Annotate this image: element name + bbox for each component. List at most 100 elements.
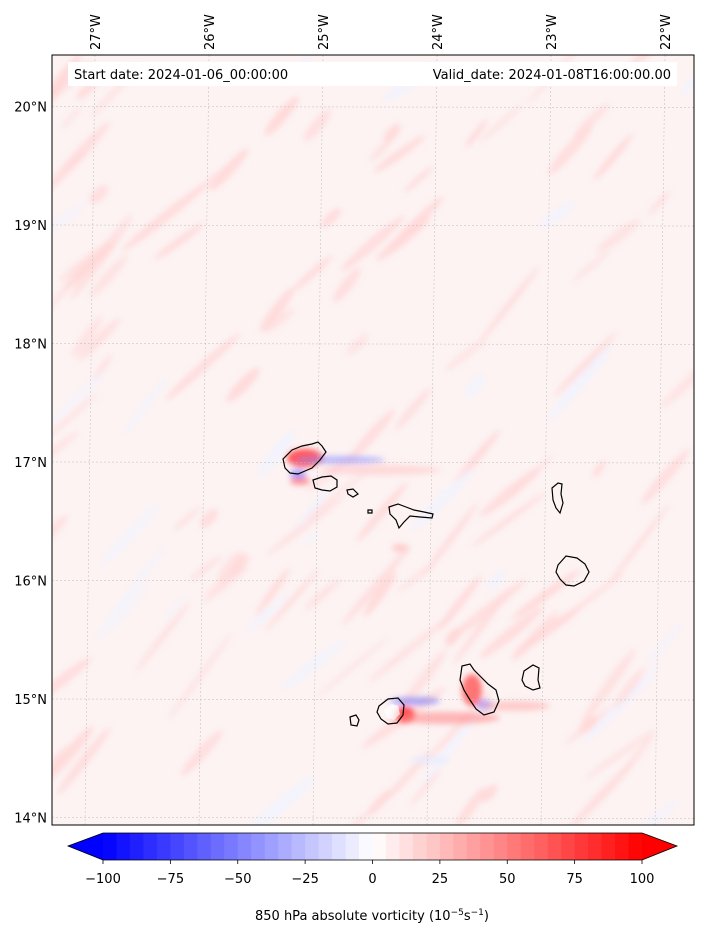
vorticity-streak: [581, 667, 659, 745]
vorticity-streak: [56, 727, 111, 796]
colorbar-cell: [170, 833, 185, 860]
vorticity-streak: [346, 334, 369, 355]
vorticity-streak: [121, 185, 205, 252]
colorbar-cell: [318, 833, 333, 860]
gridline-lat-6: [52, 817, 694, 819]
colorbar-cell: [574, 833, 589, 860]
lat-label-2: 18°N: [14, 338, 47, 353]
colorbar-tick-label: −25: [291, 872, 318, 887]
vorticity-streak: [52, 725, 94, 790]
vorticity-streak: [630, 55, 657, 66]
island-sal: [551, 482, 564, 515]
vorticity-streak: [479, 104, 523, 143]
colorbar-title-main: 850 hPa absolute vorticity (10: [255, 909, 451, 924]
vorticity-streak: [645, 621, 684, 667]
colorbar-tick-label: 75: [566, 872, 583, 887]
wake-pink-santiago: [480, 701, 550, 711]
gridlines: [52, 55, 694, 825]
vorticity-streak: [573, 251, 610, 282]
colorbar-tick-label: −50: [224, 872, 251, 887]
vorticity-streak: [397, 564, 433, 593]
vorticity-streak: [368, 615, 451, 682]
colorbar-cell: [412, 833, 427, 860]
start-date-text: Start date: 2024-01-06_00:00:00: [74, 68, 288, 83]
vorticity-streak: [304, 579, 340, 610]
colorbar-title-end: ): [484, 909, 489, 924]
vorticity-streak: [200, 509, 218, 528]
vorticity-streak: [52, 370, 107, 427]
vorticity-streak: [226, 367, 260, 403]
vorticity-streak: [52, 121, 110, 194]
vorticity-streak: [341, 215, 405, 272]
vorticity-streaks: [52, 55, 694, 825]
vorticity-streak: [681, 72, 694, 96]
colorbar-cell: [183, 833, 198, 860]
colorbar-extension-high: [642, 833, 677, 860]
vorticity-streak: [584, 728, 657, 780]
gridline-lon-3: [426, 55, 438, 825]
island-sao-nicolau: [388, 503, 434, 530]
colorbar-cell: [561, 833, 576, 860]
lat-label-6: 14°N: [14, 812, 47, 827]
colorbar-cell: [156, 833, 171, 860]
vorticity-streak: [135, 601, 190, 672]
colorbar-cell: [466, 833, 481, 860]
vorticity-streak: [306, 457, 351, 492]
colorbar-cell: [103, 833, 117, 860]
lon-label-4: 23°W: [545, 14, 560, 50]
vorticity-streak: [92, 354, 112, 383]
vorticity-streak: [398, 649, 447, 711]
lat-label-0: 20°N: [14, 101, 47, 116]
gridline-lat-5: [52, 698, 694, 701]
colorbar: −100 −75 −50 −25 0 25 50 75 100 850 hPa absolute…: [66, 832, 679, 924]
colorbar-cell: [197, 833, 212, 860]
gridline-lat-0: [52, 106, 694, 108]
lat-label-5: 15°N: [14, 693, 47, 708]
vorticity-streak: [383, 123, 401, 142]
vorticity-streak: [333, 267, 361, 303]
gridline-lon-4: [540, 55, 552, 825]
vorticity-streak: [454, 429, 501, 484]
vorticity-streak: [105, 544, 167, 625]
colorbar-cell: [359, 833, 373, 860]
colorbar-cell: [507, 833, 522, 860]
vorticity-streak: [77, 318, 121, 361]
vorticity-streak: [321, 208, 341, 228]
vorticity-streak: [445, 338, 486, 371]
colorbar-cell: [588, 833, 603, 860]
vorticity-streak: [281, 640, 345, 690]
vorticity-streak: [478, 266, 540, 344]
wake-pink-mid: [392, 544, 408, 552]
gridline-lon-0: [84, 55, 96, 825]
vorticity-streak: [245, 594, 290, 633]
vorticity-streak: [301, 531, 322, 547]
vorticity-streak: [512, 607, 581, 656]
colorbar-cell: [210, 833, 225, 860]
vorticity-streak: [367, 789, 392, 816]
vorticity-streak: [422, 502, 479, 578]
wake-blue-south: [410, 756, 450, 764]
colorbar-cell: [372, 833, 387, 860]
valid-date-text: Valid_date: 2024-01-08T16:00:00.00: [433, 68, 671, 83]
vorticity-streak: [347, 409, 395, 463]
gridline-lat-2: [52, 343, 694, 345]
vorticity-streak: [167, 633, 232, 721]
vorticity-streak: [548, 124, 593, 175]
vorticity-streak: [660, 352, 694, 409]
colorbar-title-exp1: −5: [451, 908, 464, 918]
vorticity-streak: [466, 374, 485, 397]
vorticity-streak: [593, 133, 633, 181]
colorbar-cell: [399, 833, 414, 860]
vorticity-streak: [373, 135, 426, 173]
colorbar-cell: [224, 833, 239, 860]
colorbar-tick-label: 0: [368, 872, 376, 887]
colorbar-cell: [480, 833, 495, 860]
gridline-lon-2: [312, 55, 324, 825]
lat-label-3: 17°N: [14, 456, 47, 471]
vorticity-streak: [548, 344, 613, 420]
vorticity-streak: [479, 607, 544, 659]
vorticity-streak: [592, 460, 606, 478]
latitude-tick-labels: 20°N 19°N 18°N 17°N 16°N 15°N 14°N: [14, 101, 47, 827]
colorbar-cell: [547, 833, 562, 860]
